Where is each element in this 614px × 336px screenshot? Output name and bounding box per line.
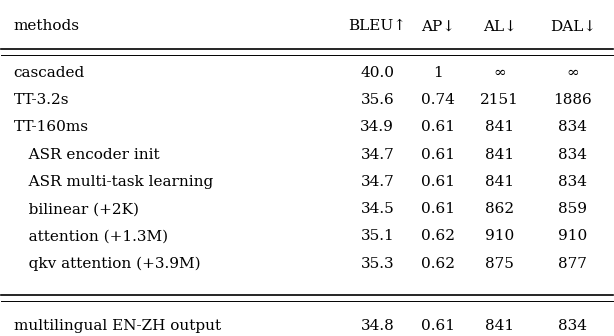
Text: BLEU↑: BLEU↑ [348,19,406,33]
Text: 0.61: 0.61 [421,120,456,134]
Text: 834: 834 [558,175,588,189]
Text: 877: 877 [559,257,588,271]
Text: ∞: ∞ [493,66,506,80]
Text: 0.61: 0.61 [421,148,456,162]
Text: 34.7: 34.7 [360,148,394,162]
Text: cascaded: cascaded [14,66,85,80]
Text: 875: 875 [485,257,514,271]
Text: 834: 834 [558,148,588,162]
Text: AL↓: AL↓ [483,19,516,33]
Text: 2151: 2151 [480,93,519,107]
Text: 40.0: 40.0 [360,66,394,80]
Text: 841: 841 [485,319,514,333]
Text: qkv attention (+3.9M): qkv attention (+3.9M) [14,256,200,271]
Text: 1: 1 [433,66,443,80]
Text: 841: 841 [485,175,514,189]
Text: 34.9: 34.9 [360,120,394,134]
Text: 910: 910 [558,229,588,243]
Text: ASR multi-task learning: ASR multi-task learning [14,175,213,189]
Text: methods: methods [14,19,80,33]
Text: 0.62: 0.62 [421,257,456,271]
Text: 834: 834 [558,120,588,134]
Text: 35.3: 35.3 [360,257,394,271]
Text: 0.61: 0.61 [421,175,456,189]
Text: ∞: ∞ [567,66,579,80]
Text: 0.62: 0.62 [421,229,456,243]
Text: 0.61: 0.61 [421,319,456,333]
Text: 34.5: 34.5 [360,202,394,216]
Text: multilingual EN-ZH output: multilingual EN-ZH output [14,319,221,333]
Text: 841: 841 [485,120,514,134]
Text: bilinear (+2K): bilinear (+2K) [14,202,139,216]
Text: 35.6: 35.6 [360,93,394,107]
Text: DAL↓: DAL↓ [550,19,596,33]
Text: attention (+1.3M): attention (+1.3M) [14,229,168,243]
Text: 859: 859 [558,202,588,216]
Text: 35.1: 35.1 [360,229,394,243]
Text: 34.8: 34.8 [360,319,394,333]
Text: TT-160ms: TT-160ms [14,120,88,134]
Text: TT-3.2s: TT-3.2s [14,93,69,107]
Text: 862: 862 [485,202,514,216]
Text: AP↓: AP↓ [421,19,456,33]
Text: ASR encoder init: ASR encoder init [14,148,159,162]
Text: 910: 910 [485,229,514,243]
Text: 34.7: 34.7 [360,175,394,189]
Text: 841: 841 [485,148,514,162]
Text: 0.61: 0.61 [421,202,456,216]
Text: 834: 834 [558,319,588,333]
Text: 1886: 1886 [553,93,593,107]
Text: 0.74: 0.74 [421,93,456,107]
